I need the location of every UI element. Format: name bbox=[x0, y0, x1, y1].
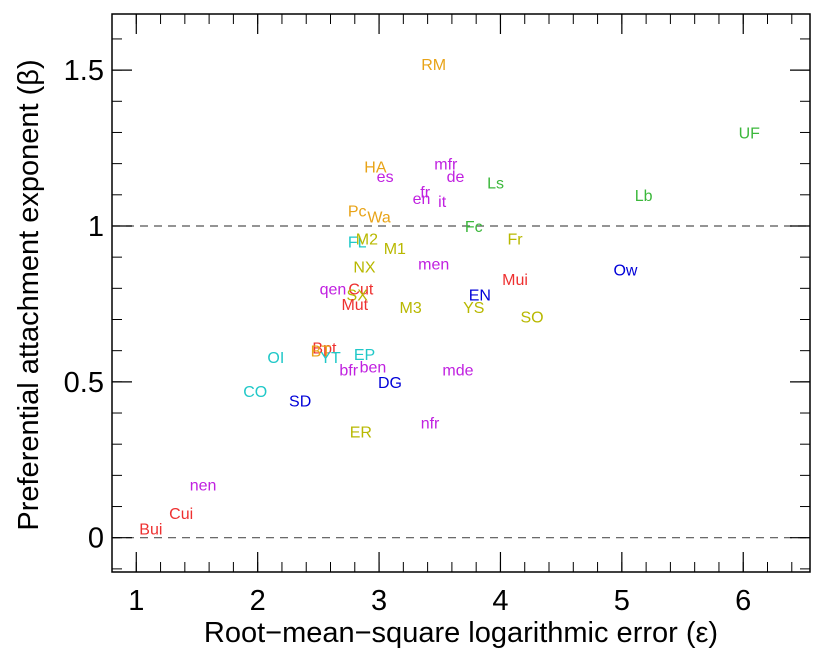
data-point-label: men bbox=[418, 256, 449, 273]
data-point-label: SX bbox=[347, 288, 369, 305]
data-point-label: Fr bbox=[507, 231, 523, 248]
plot-frame bbox=[111, 13, 811, 573]
data-point-label: mde bbox=[442, 362, 473, 379]
data-point-label: ER bbox=[350, 425, 372, 442]
data-point-label: NX bbox=[353, 260, 376, 277]
data-point-label: M3 bbox=[400, 300, 422, 317]
y-axis-label: Preferential attachment exponent (β) bbox=[13, 59, 45, 530]
x-tick-label: 2 bbox=[250, 585, 266, 617]
data-point-label: nen bbox=[190, 478, 217, 495]
data-point-label: Mut bbox=[341, 297, 368, 314]
data-point-label: de bbox=[447, 169, 465, 186]
data-point-label: BT bbox=[311, 344, 332, 361]
data-point-label: DG bbox=[378, 375, 402, 392]
data-point-label: it bbox=[438, 194, 447, 211]
data-point-label: Lb bbox=[635, 188, 653, 205]
x-tick-label: 4 bbox=[492, 585, 508, 617]
data-point-label: OI bbox=[267, 350, 284, 367]
x-tick-label: 3 bbox=[371, 585, 387, 617]
data-point-label: EN bbox=[469, 288, 491, 305]
x-tick-label: 1 bbox=[128, 585, 144, 617]
data-point-label: nfr bbox=[421, 415, 440, 432]
reference-lines bbox=[112, 225, 810, 539]
data-point-label: Wa bbox=[367, 210, 391, 227]
data-point-label: Cut bbox=[348, 281, 373, 298]
data-point-label: M1 bbox=[384, 241, 406, 258]
data-point-label: mfr bbox=[434, 157, 458, 174]
data-point-label: es bbox=[377, 169, 394, 186]
data-point-label: HA bbox=[364, 160, 387, 177]
data-point-label: Ow bbox=[613, 263, 637, 280]
data-point-label: M2 bbox=[356, 231, 378, 248]
data-point-label: EP bbox=[354, 347, 375, 364]
data-point-label: YS bbox=[463, 300, 484, 317]
x-tick-label: 5 bbox=[614, 585, 630, 617]
y-axis-ticks: 0 0.5 1 1.5 bbox=[64, 38, 810, 570]
data-point-label: SO bbox=[520, 309, 543, 326]
data-point-label: en bbox=[413, 191, 431, 208]
y-tick-label: 0.5 bbox=[64, 367, 104, 399]
y-tick-label: 1 bbox=[88, 211, 104, 243]
data-point-label: Cui bbox=[169, 506, 193, 523]
data-point-label: Pc bbox=[348, 203, 367, 220]
data-point-label: Fc bbox=[465, 219, 483, 236]
data-point-label: ben bbox=[360, 359, 387, 376]
data-point-label: bfr bbox=[339, 362, 358, 379]
data-point-label: CO bbox=[243, 384, 267, 401]
data-point-label: RM bbox=[421, 57, 446, 74]
x-axis-ticks: 1 2 3 4 5 6 bbox=[128, 14, 793, 617]
data-point-label: UF bbox=[739, 125, 761, 142]
data-point-label: Mui bbox=[502, 272, 528, 289]
data-point-label: fr bbox=[420, 185, 430, 202]
x-tick-label: 6 bbox=[735, 585, 751, 617]
data-point-label: FL bbox=[348, 235, 367, 252]
data-point-label: YT bbox=[320, 350, 341, 367]
data-point-label: Bpt bbox=[312, 341, 337, 358]
x-axis-label: Root−mean−square logarithmic error (ε) bbox=[204, 617, 718, 649]
y-tick-label: 1.5 bbox=[64, 55, 104, 87]
data-point-label: qen bbox=[320, 281, 347, 298]
data-point-label: Bui bbox=[139, 521, 162, 538]
data-point-label: Ls bbox=[487, 175, 504, 192]
y-tick-label: 0 bbox=[88, 523, 104, 555]
data-point-label: SD bbox=[289, 394, 311, 411]
